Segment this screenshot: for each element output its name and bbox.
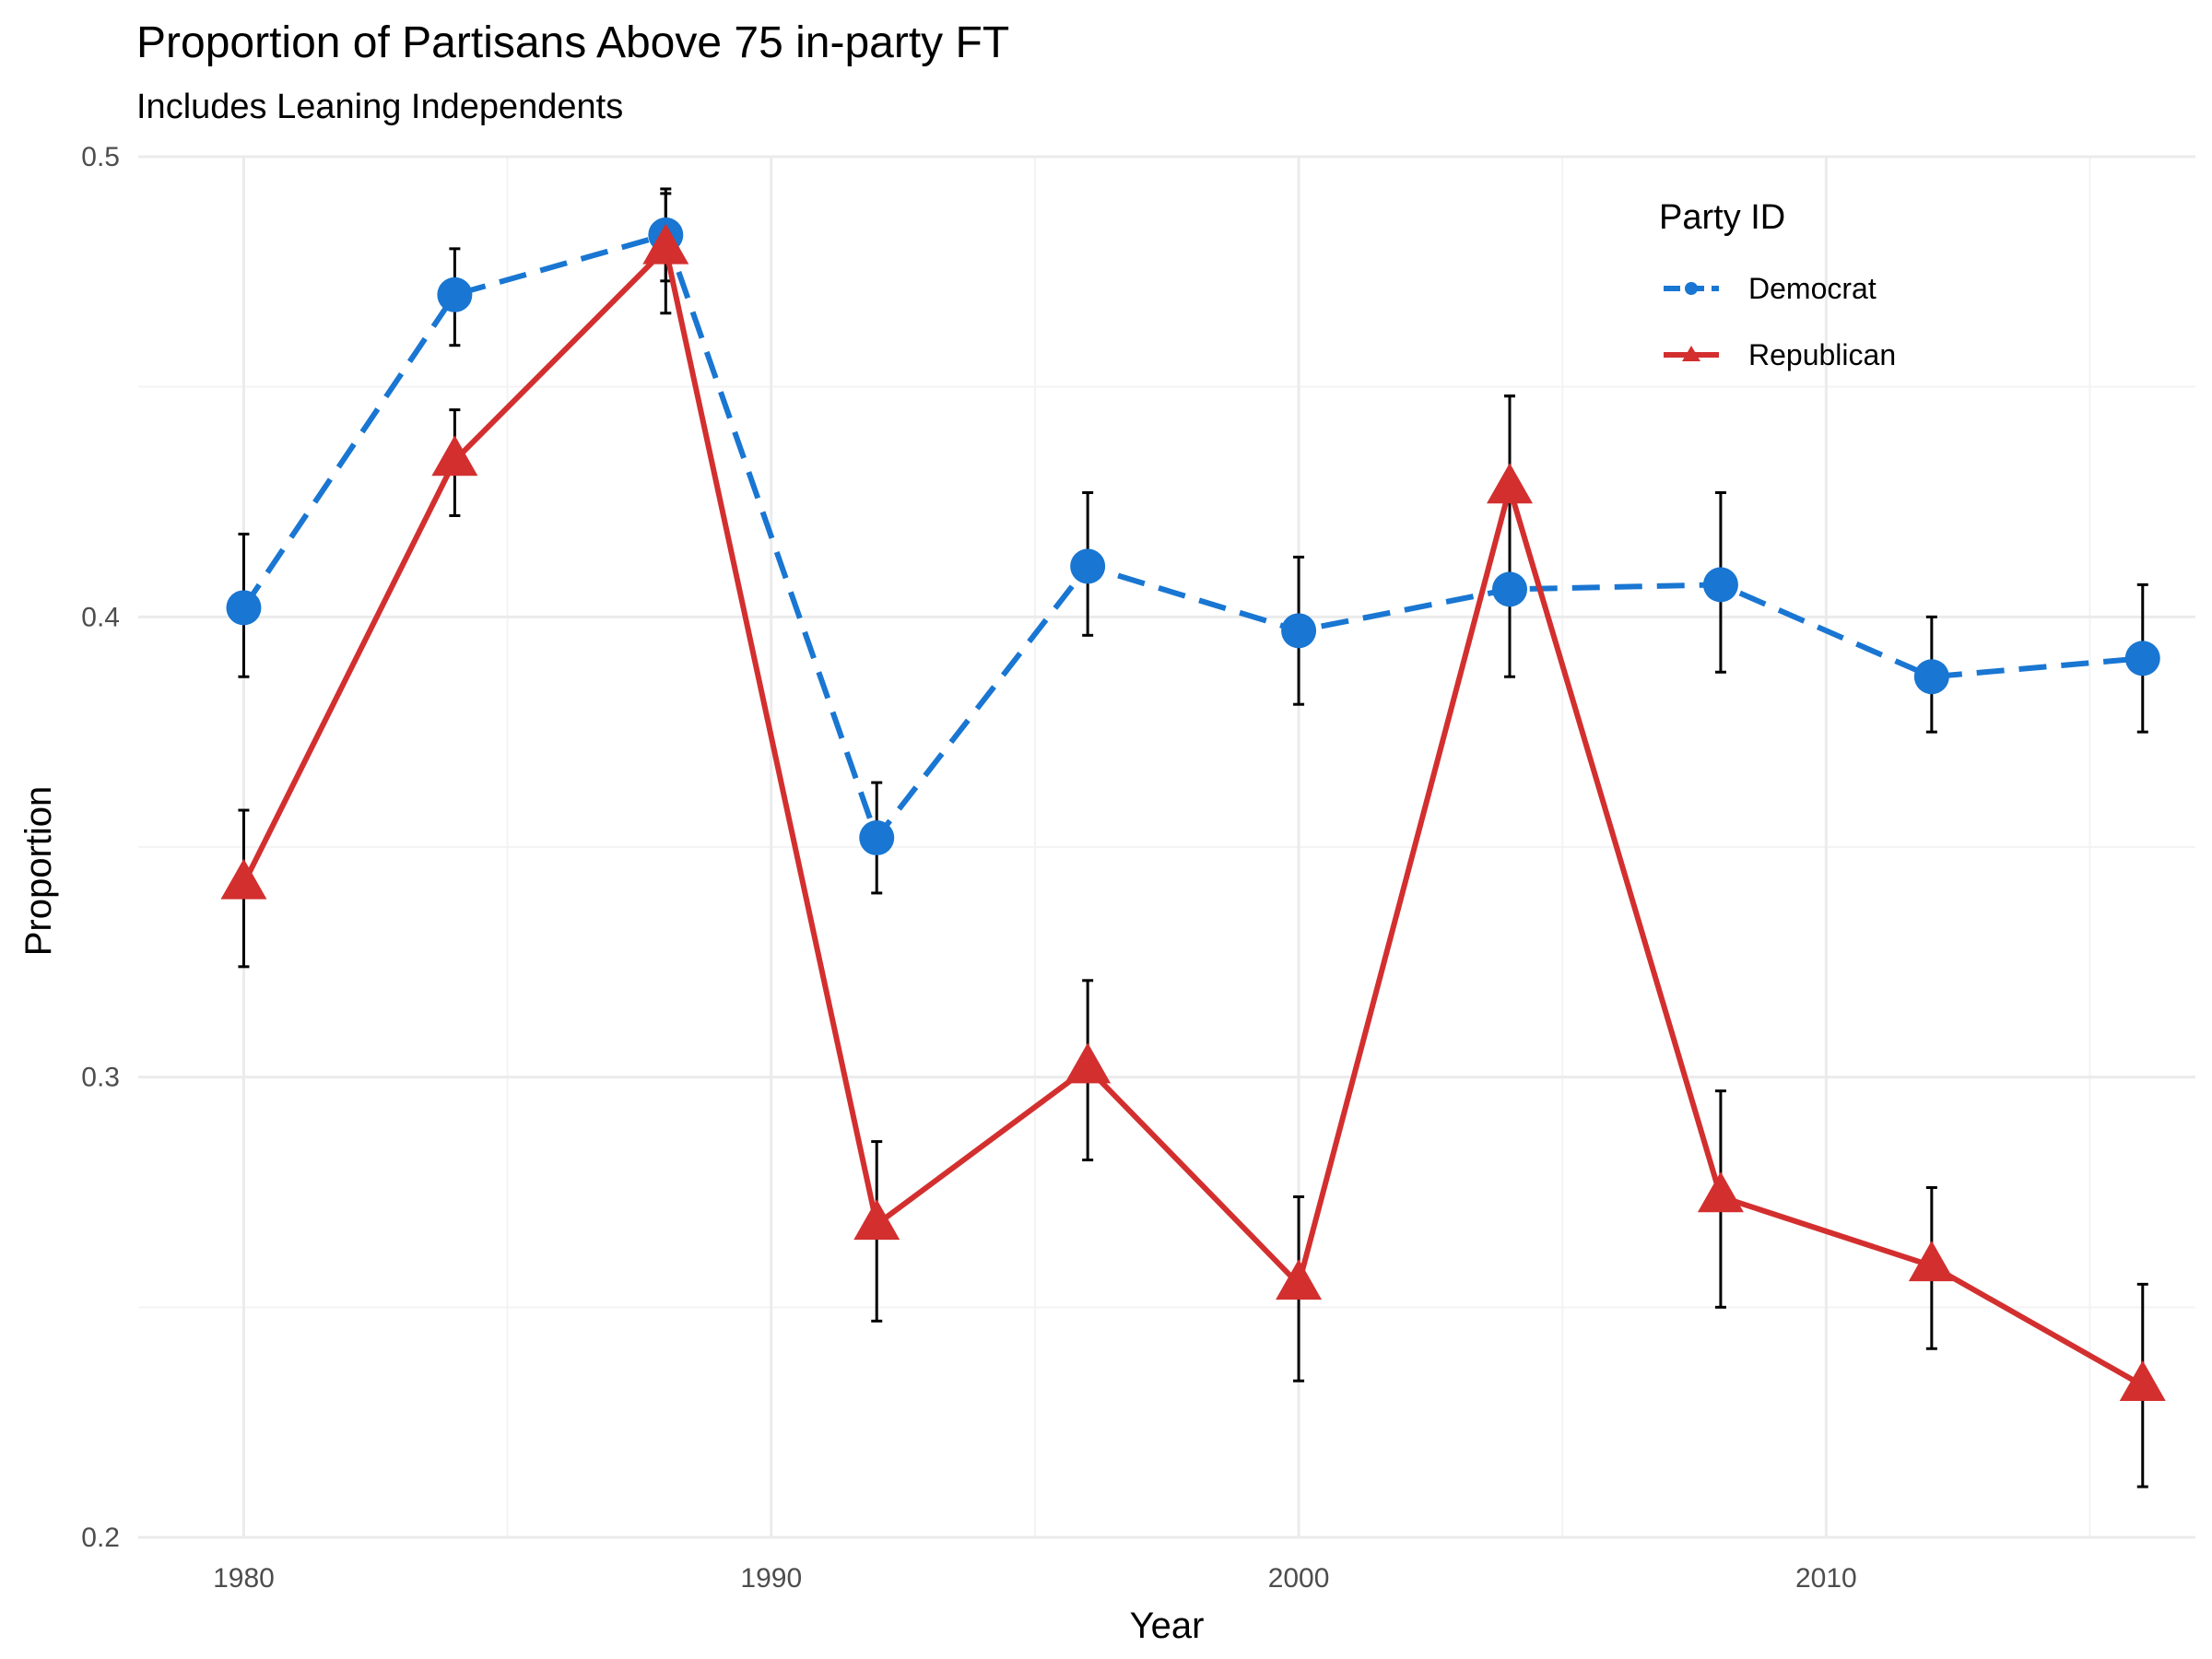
data-point-republican	[1487, 463, 1533, 504]
legend-label-democrat: Democrat	[1748, 272, 1877, 305]
data-point-republican	[642, 223, 689, 265]
data-point-republican	[2119, 1359, 2166, 1401]
y-tick-label: 0.5	[81, 142, 120, 172]
legend-label-republican: Republican	[1748, 338, 1896, 371]
data-point-democrat	[226, 590, 262, 626]
x-axis-title: Year	[1130, 1606, 1205, 1646]
data-point-republican	[1697, 1171, 1744, 1213]
data-point-democrat	[1281, 613, 1317, 649]
data-point-republican	[1276, 1259, 1323, 1300]
x-tick-label: 1990	[740, 1563, 802, 1594]
legend-title: Party ID	[1659, 198, 1785, 237]
legend: Party ID Democrat Republican	[1659, 198, 1896, 371]
data-point-democrat	[1070, 548, 1106, 584]
data-point-republican	[1065, 1042, 1112, 1084]
series-democrat	[226, 217, 2160, 856]
axis-ticks: 0.2 0.3 0.4 0.5 1980 1990 2000 2010	[81, 142, 1856, 1594]
data-point-republican	[853, 1199, 900, 1241]
data-point-democrat	[859, 820, 895, 856]
x-tick-label: 2010	[1795, 1563, 1857, 1594]
legend-key-marker-republican	[1682, 346, 1700, 361]
chart-subtitle: Includes Leaning Independents	[136, 88, 623, 126]
series-republican	[220, 223, 2166, 1401]
chart-title: Proportion of Partisans Above 75 in-part…	[136, 18, 1009, 67]
series-line-republican	[241, 245, 2145, 1388]
plot-area	[220, 187, 2166, 1488]
y-tick-label: 0.3	[81, 1063, 120, 1093]
data-point-republican	[1908, 1241, 1955, 1282]
y-tick-label: 0.4	[81, 602, 120, 632]
data-point-democrat	[1702, 567, 1738, 603]
legend-key-marker-democrat	[1685, 282, 1698, 295]
y-axis-title: Proportion	[18, 786, 59, 957]
data-point-republican	[431, 435, 478, 477]
data-point-democrat	[1913, 659, 1949, 695]
y-tick-label: 0.2	[81, 1523, 120, 1553]
data-point-democrat	[2124, 641, 2160, 677]
data-point-democrat	[1492, 571, 1527, 607]
x-tick-label: 2000	[1268, 1563, 1330, 1594]
x-tick-label: 1980	[213, 1563, 275, 1594]
data-point-republican	[220, 858, 267, 900]
data-point-democrat	[437, 276, 473, 312]
series-line-democrat	[241, 231, 2144, 841]
